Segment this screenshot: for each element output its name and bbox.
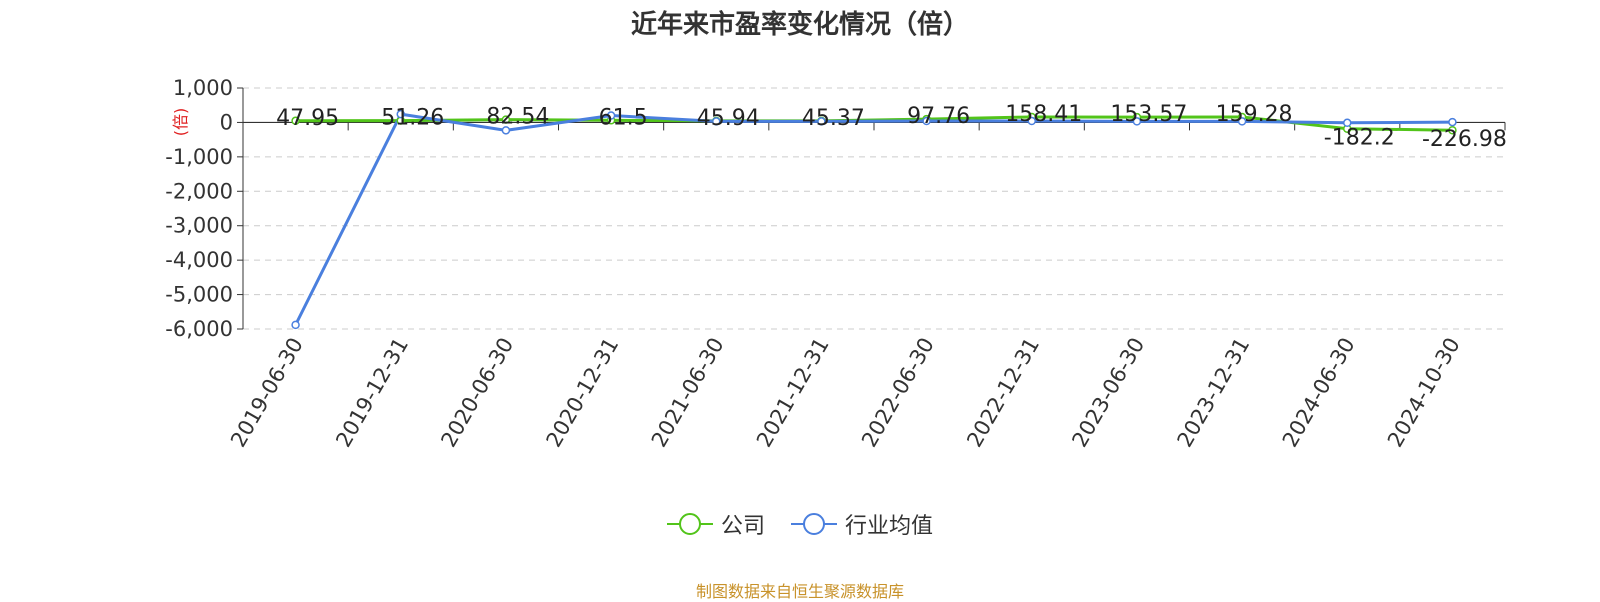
data-label: 61.5 — [599, 105, 648, 130]
y-tick-label: -4,000 — [165, 248, 233, 272]
data-point-industry[interactable] — [501, 126, 511, 135]
grid-lines — [243, 87, 1505, 330]
data-point-industry[interactable] — [1448, 117, 1457, 127]
y-tick-label: 0 — [220, 110, 233, 134]
chart-title: 近年来市盈率变化情况（倍） — [630, 10, 969, 40]
series-line-industry — [294, 112, 1453, 326]
y-tick-label: 1,000 — [173, 76, 233, 100]
legend-label-industry: 行业均值 — [845, 514, 934, 539]
data-label: 153.57 — [1110, 102, 1187, 127]
legend-industry-circle-icon — [791, 513, 837, 535]
data-label: 47.95 — [276, 106, 339, 131]
data-point-industry[interactable] — [1027, 116, 1036, 126]
legend: 公司 行业均值 — [0, 508, 1600, 540]
data-point-industry[interactable] — [1237, 117, 1247, 126]
data-label: -182.2 — [1324, 126, 1395, 151]
data-point-industry[interactable] — [291, 320, 300, 330]
data-label: 51.26 — [381, 106, 444, 131]
x-tick-label: 2019-06-30 — [226, 334, 308, 452]
data-label: -226.98 — [1422, 127, 1507, 152]
y-tick-label: -1,000 — [165, 145, 233, 169]
data-label: 82.54 — [486, 105, 549, 130]
x-tick-label: 2023-06-30 — [1067, 334, 1149, 452]
y-tick-label: -2,000 — [165, 179, 233, 203]
data-point-company[interactable] — [291, 116, 300, 126]
x-tick-label: 2021-06-30 — [647, 334, 729, 452]
x-tick-label: 2020-06-30 — [436, 334, 518, 452]
legend-label-company: 公司 — [720, 514, 765, 539]
y-tick-label: -6,000 — [165, 317, 233, 341]
x-tick-label: 2024-10-30 — [1383, 334, 1465, 452]
x-tick-label: 2022-06-30 — [857, 333, 939, 451]
data-label: 158.41 — [1005, 102, 1082, 127]
data-point-industry[interactable] — [817, 117, 826, 126]
data-point-company[interactable] — [1448, 125, 1457, 135]
x-tick-label: 2023-12-31 — [1173, 334, 1255, 452]
x-tick-label: 2019-12-31 — [331, 334, 413, 452]
series-lines — [291, 109, 1457, 330]
data-point-industry[interactable] — [712, 117, 721, 126]
legend-item-company[interactable]: 公司 — [666, 508, 765, 540]
y-axis-unit-label: (倍) — [171, 108, 190, 137]
data-label: 97.76 — [907, 104, 970, 129]
axes: 1,000 0 -1,000 -2,000 -3,000 -4,000 -5,000 -6,0… — [165, 76, 1506, 452]
source-note: 制图数据来自恒生聚源数据库 — [695, 582, 904, 601]
x-tick-label: 2021-12-31 — [752, 334, 834, 452]
x-tick-label: 2024-06-30 — [1278, 334, 1360, 452]
y-tick-label: -3,000 — [165, 214, 233, 238]
data-point-industry[interactable] — [922, 116, 931, 126]
data-label: 45.37 — [802, 106, 865, 131]
data-point-company[interactable] — [501, 115, 511, 124]
x-tick-label: 2022-12-31 — [962, 334, 1044, 452]
y-tick-label: -5,000 — [165, 283, 233, 307]
x-tick-label: 2020-12-31 — [542, 334, 624, 452]
legend-item-industry[interactable]: 行业均值 — [791, 508, 933, 540]
data-label: 45.94 — [697, 106, 760, 131]
data-point-industry[interactable] — [396, 109, 405, 119]
data-point-industry[interactable] — [1132, 117, 1142, 126]
data-label: 159.28 — [1216, 102, 1293, 127]
data-point-industry[interactable] — [606, 111, 616, 120]
data-point-industry[interactable] — [1343, 118, 1352, 128]
data-labels: 47.95 51.26 82.54 61.5 45.94 45.37 97.76 158.41… — [276, 102, 1507, 152]
legend-company-circle-icon — [666, 513, 713, 535]
